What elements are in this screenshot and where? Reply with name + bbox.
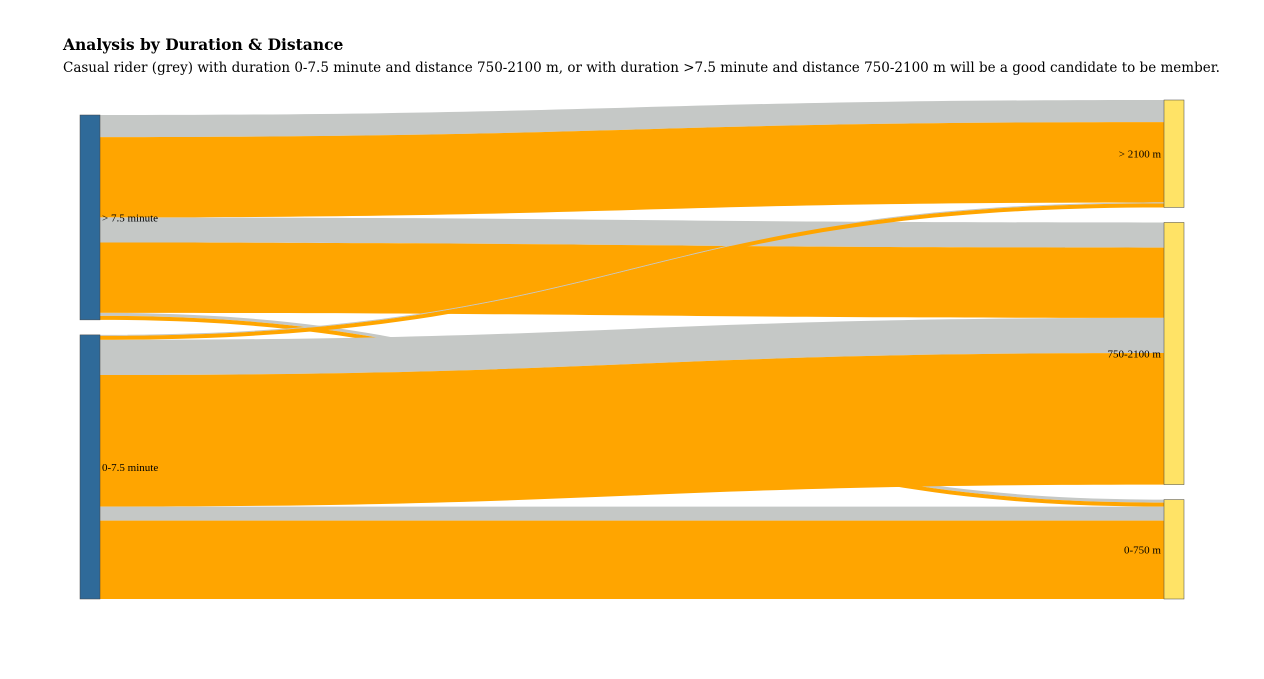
link-short-near-casual[interactable] [100, 506, 1164, 521]
sankey-nodes [79, 99, 1185, 600]
node-long[interactable] [79, 114, 101, 321]
chart-subtitle: Casual rider (grey) with duration 0-7.5 … [63, 60, 1220, 76]
node-short[interactable] [79, 334, 101, 600]
link-long-far-casual[interactable] [100, 100, 1164, 138]
node-label-short: 0-7.5 minute [102, 462, 158, 474]
link-long-mid-casual[interactable] [100, 217, 1164, 248]
node-label-long: > 7.5 minute [102, 212, 158, 224]
sankey-labels: > 7.5 minute 0-7.5 minute > 2100 m 750-2100… [102, 149, 1161, 557]
sankey-links [100, 100, 1164, 599]
node-label-mid: 750-2100 m [1108, 349, 1162, 361]
link-long-mid-member[interactable] [100, 242, 1164, 318]
chart-title: Analysis by Duration & Distance [63, 35, 344, 54]
node-mid[interactable] [1163, 222, 1185, 485]
node-far[interactable] [1163, 99, 1185, 208]
link-short-mid-casual[interactable] [100, 317, 1164, 376]
link-short-near-member[interactable] [100, 520, 1164, 599]
node-label-far: > 2100 m [1119, 149, 1162, 161]
node-label-near: 0-750 m [1124, 544, 1161, 556]
link-short-far-casual[interactable] [100, 202, 1164, 336]
link-short-far-member[interactable] [100, 203, 1164, 340]
link-long-far-member[interactable] [100, 122, 1164, 218]
link-short-mid-member[interactable] [100, 353, 1164, 507]
node-near[interactable] [1163, 499, 1185, 600]
